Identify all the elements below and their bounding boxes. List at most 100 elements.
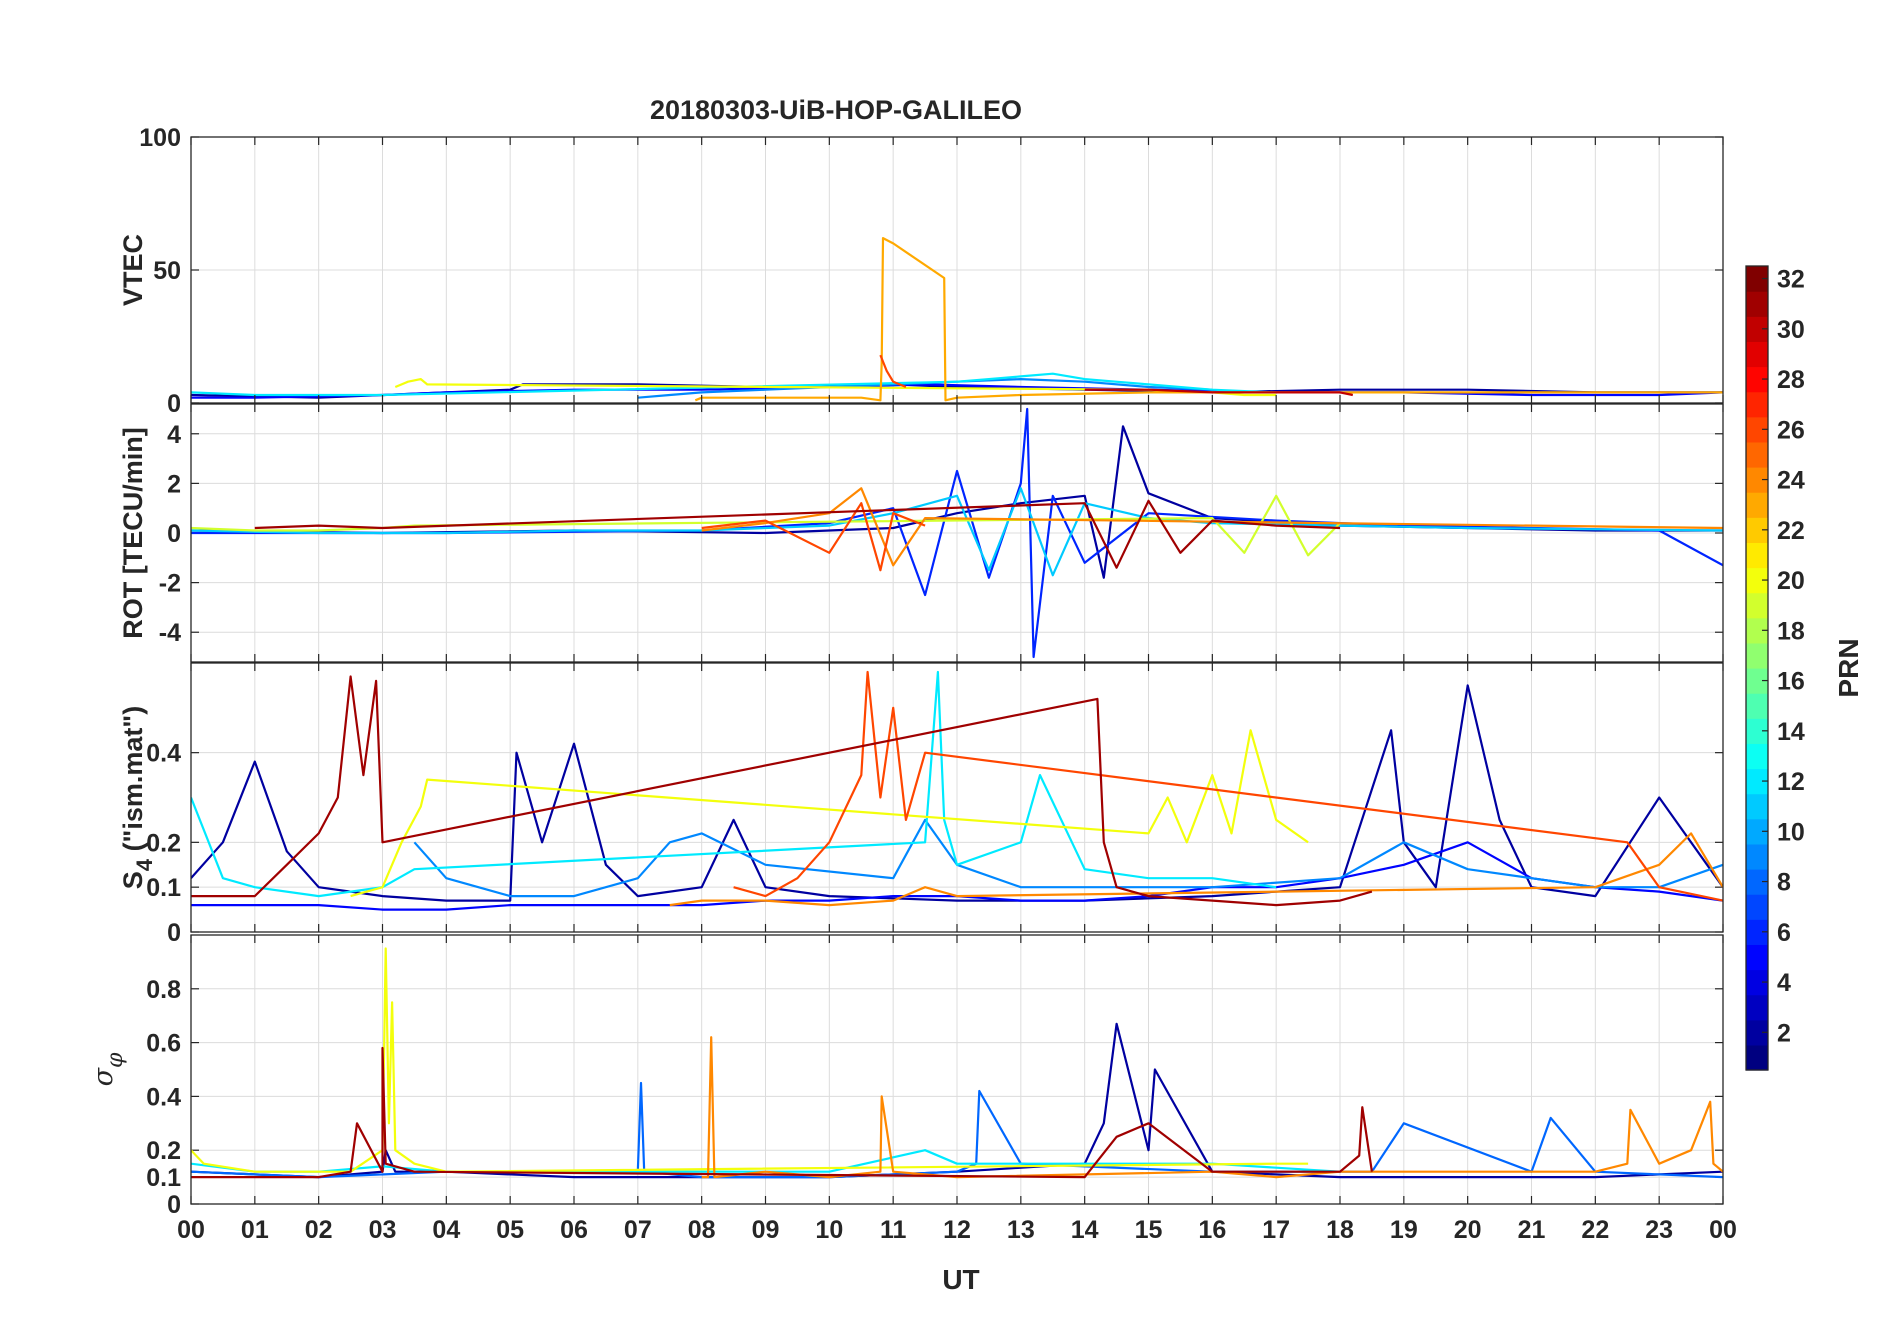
y-tick-label: 0.4 bbox=[146, 740, 181, 768]
x-tick-label: 19 bbox=[1390, 1216, 1418, 1244]
panel-sigma: 00.10.2 0.4 0.6 0.8 σφ bbox=[88, 934, 1724, 1219]
x-tick-label: 00 bbox=[1709, 1216, 1737, 1244]
colorbar-tick-label: 32 bbox=[1777, 266, 1805, 294]
panel-vtec: 0 50 100 VTEC bbox=[118, 124, 1724, 418]
series-prn-20 bbox=[191, 947, 1309, 1173]
colorbar-segment bbox=[1746, 869, 1768, 895]
colorbar-segment bbox=[1746, 718, 1768, 744]
colorbar-segment bbox=[1746, 1044, 1768, 1071]
colorbar-segment bbox=[1746, 793, 1768, 820]
panel-s4: 0 0.1 0.2 0.4S4 ("ism.mat") bbox=[118, 662, 1724, 947]
colorbar-segment bbox=[1746, 266, 1768, 292]
series-prn-9 bbox=[637, 378, 1213, 399]
colorbar-tick-label: 6 bbox=[1777, 919, 1791, 947]
series-prn-26 bbox=[733, 670, 1723, 902]
colorbar-segment bbox=[1746, 316, 1768, 342]
colorbar-tick-label: 10 bbox=[1777, 818, 1805, 846]
x-tick-label: 02 bbox=[305, 1216, 333, 1244]
y-tick-label: 0 bbox=[167, 520, 181, 548]
colorbar-segment bbox=[1746, 894, 1768, 920]
colorbar-tick-label: 18 bbox=[1777, 617, 1805, 645]
series-group bbox=[191, 947, 1723, 1179]
colorbar-segment bbox=[1746, 517, 1768, 543]
colorbar-segment bbox=[1746, 668, 1768, 694]
colorbar-segment bbox=[1746, 768, 1768, 795]
series-prn-24 bbox=[701, 487, 1723, 567]
y-axis-label: σφ bbox=[88, 1052, 128, 1086]
y-tick-label: 0.8 bbox=[146, 976, 181, 1004]
axes-box bbox=[190, 403, 1724, 663]
colorbar-segment bbox=[1746, 391, 1768, 418]
series-prn-30 bbox=[1084, 388, 1354, 397]
x-tick-label: 06 bbox=[560, 1216, 588, 1244]
x-tick-label: 04 bbox=[432, 1216, 460, 1244]
x-tick-label: 08 bbox=[688, 1216, 716, 1244]
axes-box bbox=[190, 662, 1724, 933]
series-prn-12 bbox=[191, 372, 1277, 397]
chart-title: 20180303-UiB-HOP-GALILEO bbox=[650, 95, 1022, 125]
series-prn-2 bbox=[191, 684, 1723, 902]
colorbar-box bbox=[1745, 265, 1769, 1071]
y-tick-label: -2 bbox=[159, 570, 181, 598]
series-group bbox=[191, 670, 1723, 911]
y-tick-label: 0 bbox=[167, 390, 181, 418]
colorbar-tick-label: 8 bbox=[1777, 869, 1791, 897]
series-prn-31 bbox=[254, 499, 1341, 569]
colorbar-segment bbox=[1746, 492, 1768, 518]
x-tick-label: 21 bbox=[1518, 1216, 1546, 1244]
colorbar-tick-label: 22 bbox=[1777, 517, 1805, 545]
x-tick-label: 12 bbox=[943, 1216, 971, 1244]
series-prn-24 bbox=[669, 832, 1723, 907]
series-prn-20 bbox=[350, 729, 1309, 898]
y-tick-label: -4 bbox=[159, 619, 181, 647]
series-prn-12 bbox=[191, 670, 1277, 898]
x-tick-label: 23 bbox=[1645, 1216, 1673, 1244]
y-tick-label: 0.2 bbox=[146, 829, 181, 857]
colorbar-segment bbox=[1746, 467, 1768, 493]
colorbar-segment bbox=[1746, 818, 1768, 845]
y-tick-label: 0 bbox=[167, 1191, 181, 1219]
x-axis-label: UT bbox=[942, 1264, 979, 1295]
panel-rot: -4 -2 0 2 4 ROT [TECU/min] bbox=[118, 403, 1724, 663]
colorbar-segment bbox=[1746, 592, 1768, 619]
y-tick-label: 0.1 bbox=[146, 1164, 181, 1192]
colorbar-segment bbox=[1746, 341, 1768, 368]
colorbar-tick-label: 12 bbox=[1777, 768, 1805, 796]
colorbar-segment bbox=[1746, 416, 1768, 443]
colorbar-segment bbox=[1746, 919, 1768, 945]
colorbar-segment bbox=[1746, 617, 1768, 644]
x-tick-label: 20 bbox=[1454, 1216, 1482, 1244]
y-axis-label: S4 ("ism.mat") bbox=[118, 706, 157, 889]
y-tick-label: 0.6 bbox=[146, 1030, 181, 1058]
x-tick-label: 17 bbox=[1262, 1216, 1290, 1244]
colorbar-tick-label: 26 bbox=[1777, 416, 1805, 444]
colorbar-tick-label: 16 bbox=[1777, 668, 1805, 696]
colorbar-segment bbox=[1746, 441, 1768, 468]
x-tick-label: 22 bbox=[1581, 1216, 1609, 1244]
x-tick-label: 15 bbox=[1135, 1216, 1163, 1244]
series-prn-31 bbox=[191, 675, 1373, 907]
series-prn-6 bbox=[191, 407, 1723, 659]
colorbar-segment bbox=[1746, 944, 1768, 971]
colorbar-segment bbox=[1746, 366, 1768, 393]
x-tick-label: 00 bbox=[177, 1216, 205, 1244]
axes-box bbox=[190, 934, 1724, 1205]
colorbar-tick-label: 2 bbox=[1777, 1019, 1791, 1047]
y-tick-label: 0.1 bbox=[146, 874, 181, 902]
y-tick-label: 4 bbox=[167, 421, 181, 449]
colorbar-tick-label: 14 bbox=[1777, 718, 1805, 746]
x-tick-label: 01 bbox=[241, 1216, 269, 1244]
series-group bbox=[191, 407, 1723, 659]
series-group bbox=[191, 237, 1723, 402]
x-tick-label: 18 bbox=[1326, 1216, 1354, 1244]
axes-box bbox=[190, 136, 1724, 404]
colorbar-tick-label: 30 bbox=[1777, 316, 1805, 344]
y-axis-label: ROT [TECU/min] bbox=[118, 427, 148, 638]
x-tick-label: 11 bbox=[880, 1216, 907, 1244]
x-tick-label: 05 bbox=[496, 1216, 524, 1244]
colorbar-segment bbox=[1746, 743, 1768, 770]
colorbar-segment bbox=[1746, 1019, 1768, 1046]
colorbar-tick-label: 28 bbox=[1777, 366, 1805, 394]
